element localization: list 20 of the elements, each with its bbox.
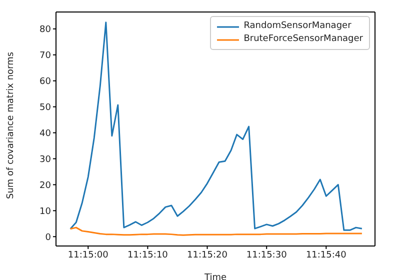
x-axis-title: Time: [203, 273, 227, 280]
y-tick-label: 10: [40, 206, 52, 217]
y-tick-label: 50: [40, 102, 52, 113]
x-tick-label: 11:15:40: [306, 250, 347, 260]
y-tick-label: 70: [40, 51, 52, 62]
y-tick-label: 20: [40, 180, 52, 191]
y-tick-label: 0: [45, 232, 52, 243]
line-series: [70, 22, 363, 231]
y-tick-label: 40: [40, 128, 52, 139]
legend-label: BruteForceSensorManager: [244, 33, 363, 46]
x-tick-label: 11:15:10: [127, 250, 168, 260]
x-tick-label: 11:15:00: [68, 250, 109, 260]
y-tick-label: 80: [40, 25, 52, 36]
x-tick-label: 11:15:30: [246, 250, 288, 260]
line-series: [70, 226, 363, 236]
y-axis-title: Sum of covariance matrix norms: [6, 52, 16, 199]
x-tick-label: 11:15:20: [187, 250, 228, 260]
legend-label: RandomSensorManager: [244, 20, 352, 33]
y-tick-label: 30: [40, 154, 52, 165]
y-tick-label: 60: [40, 77, 52, 88]
